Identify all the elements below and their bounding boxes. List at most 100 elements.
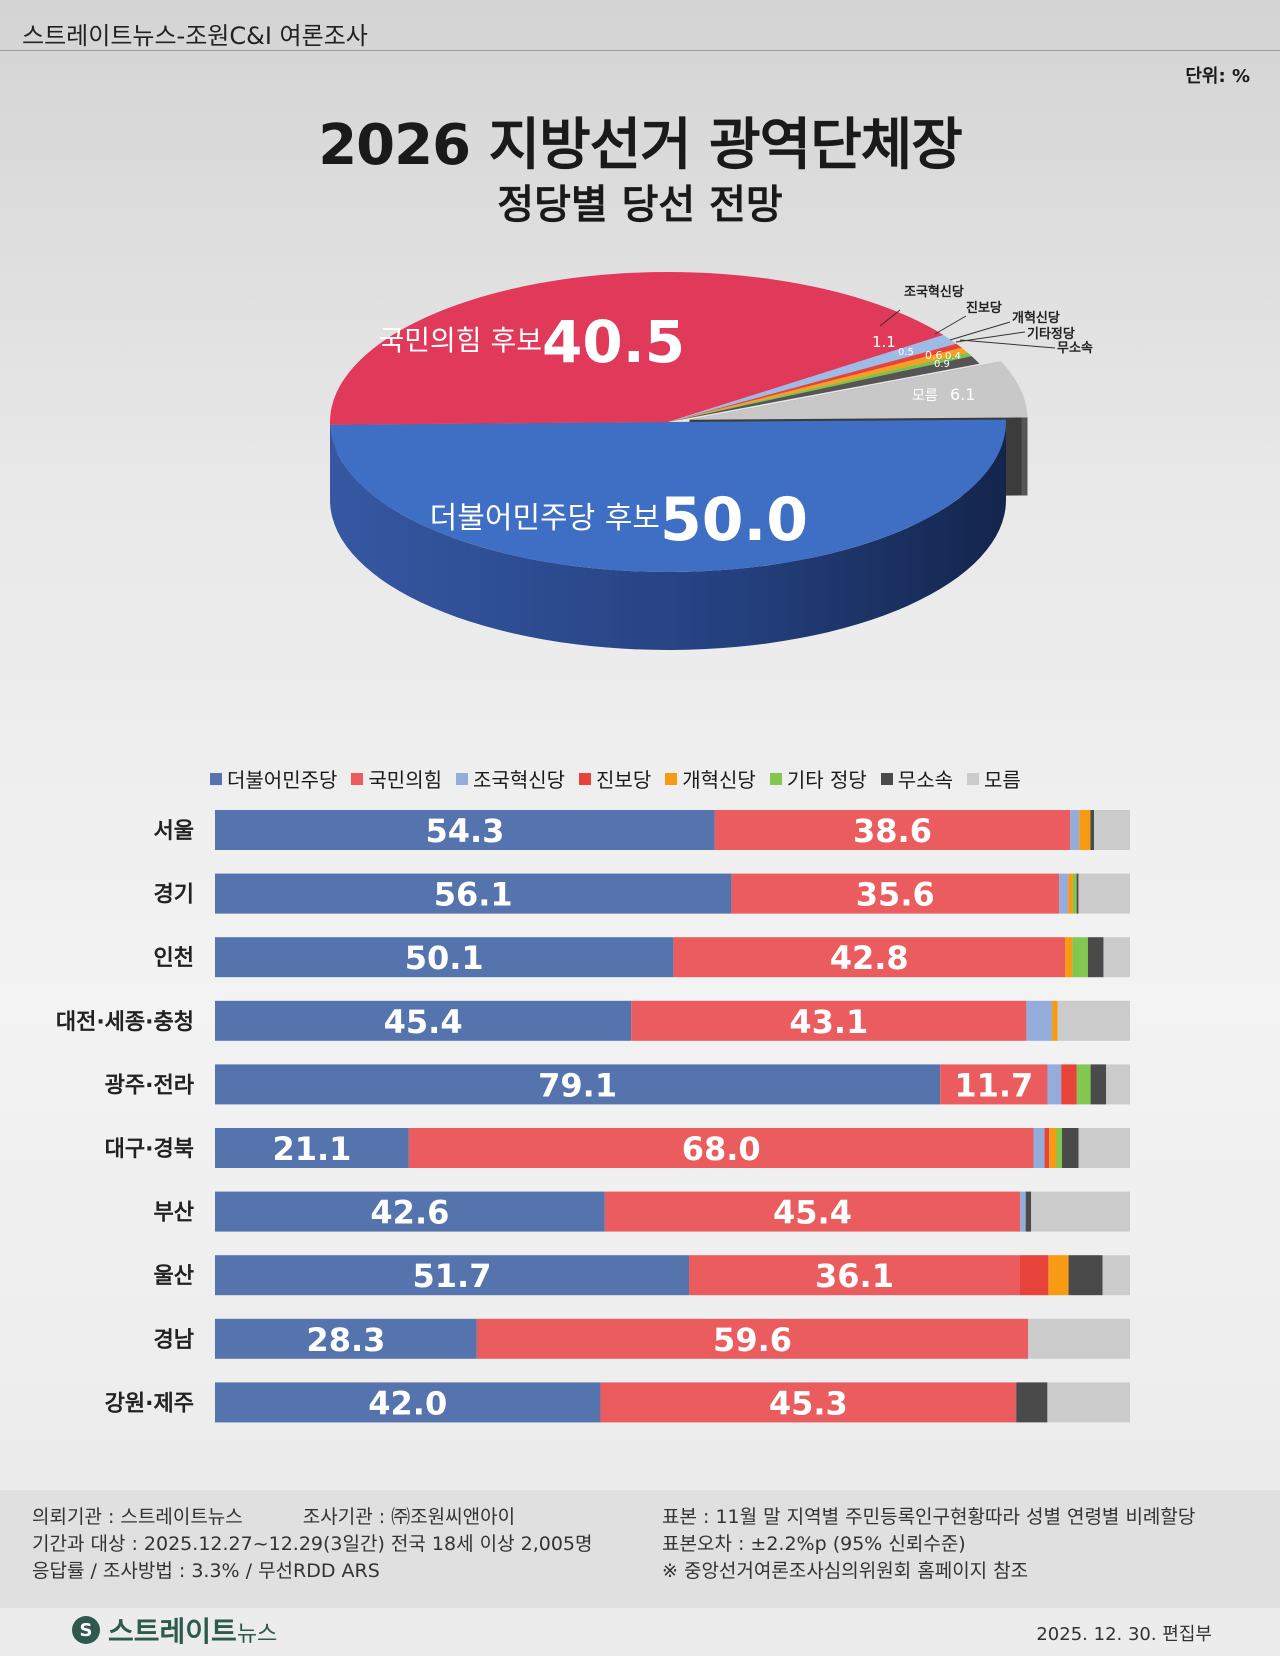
legend-label: 개혁신당 (682, 768, 756, 792)
pie-slice-7 (689, 361, 1028, 420)
legend-swatch (880, 772, 893, 785)
legend-swatch (967, 772, 979, 785)
footer-sample: 표본 : 11월 말 지역별 주민등록인구현황따라 성별 연령별 비례할당 (662, 1506, 1196, 1528)
legend-swatch (769, 772, 782, 785)
bar-segment (1020, 1191, 1026, 1232)
bar-segment (1033, 1128, 1045, 1168)
pie-label-dk-name: 모름 (912, 388, 938, 404)
chart-subtitle: 정당별 당선 전망 (497, 182, 783, 228)
bar-segment (215, 937, 674, 978)
pie-slice-0 (330, 419, 1006, 572)
bar-segment (1028, 1318, 1130, 1359)
logo-mark-icon: S (72, 1616, 100, 1644)
bar-segment (1056, 1128, 1063, 1168)
bar-segment (215, 1382, 601, 1423)
pie-label-ppp-name: 국민의힘 후보 (379, 324, 542, 357)
bar-value-label: 79.1 (538, 1066, 617, 1104)
footer-left: 의뢰기관 : 스트레이트뉴스 조사기관 : ㈜조원씨앤아이 기간과 대상 : 20… (32, 1504, 593, 1585)
top-bar: 스트레이트뉴스-조원C&I 여론조사 (0, 0, 1280, 51)
bar-rows: 54.3 38.6 56.1 35.6 50.1 42.8 45.4 43.1 79.1 11.7… (215, 810, 1130, 1423)
legend-item-1: 국민의힘 (351, 764, 442, 793)
bar-segment (600, 1382, 1017, 1423)
footer-client: 의뢰기관 : 스트레이트뉴스 (32, 1506, 243, 1528)
pie-label-ppp-value: 40.5 (542, 308, 685, 376)
bar-value-label: 21.1 (272, 1130, 351, 1168)
pie-slice-2 (668, 335, 957, 422)
bar-value-label: 28.3 (306, 1321, 385, 1359)
bar-value-label: 56.1 (434, 876, 513, 914)
bar-segment (1076, 1064, 1091, 1105)
bar-segment (1094, 810, 1130, 850)
bar-segment (1047, 1382, 1130, 1423)
pie-chart: 더불어민주당 후보 50.0 국민의힘 후보 40.5 1.1 0.5 0.6 … (330, 272, 1093, 651)
legend-label: 조국혁신당 (473, 768, 566, 792)
bar-value-label: 50.1 (405, 939, 484, 977)
bar-segment (1057, 1000, 1130, 1041)
pie-labels: 더불어민주당 후보 50.0 국민의힘 후보 40.5 1.1 0.5 0.6 … (379, 284, 1093, 555)
bar-value-label: 38.6 (853, 812, 932, 850)
bar-segment (215, 810, 715, 850)
footer-response: 응답률 / 조사방법 : 3.3% / 무선RDD ARS (32, 1560, 380, 1582)
category-label: 부산 (154, 1201, 194, 1226)
pie-callout-cho: 조국혁신당 (904, 284, 964, 300)
bar-segment (1044, 1128, 1050, 1168)
bar-segment (1016, 1382, 1048, 1423)
legend-label: 무소속 (897, 768, 953, 792)
legend-label: 모름 (984, 768, 1021, 792)
footer-error: 표본오차 : ±2.2%p (95% 신뢰수준) (662, 1533, 966, 1555)
legend-label: 기타 정당 (786, 768, 867, 792)
bar-value-label: 42.8 (830, 939, 909, 977)
footer-right: 표본 : 11월 말 지역별 주민등록인구현황따라 성별 연령별 비례할당 표본… (662, 1504, 1195, 1585)
chart-title: 2026 지방선거 광역단체장 (318, 113, 963, 178)
legend-swatch (456, 772, 469, 785)
bar-segment (1087, 937, 1104, 978)
category-label: 경남 (154, 1328, 194, 1353)
bar-segment (215, 1191, 605, 1232)
bar-segment (1103, 937, 1130, 978)
bar-value-label: 43.1 (789, 1003, 868, 1041)
bar-segment (631, 1000, 1027, 1041)
legend-item-2: 조국혁신당 (456, 764, 565, 793)
bar-segment (1062, 1128, 1079, 1168)
bar-segment (1076, 873, 1079, 914)
bar-segment (604, 1191, 1021, 1232)
bar-segment (1059, 873, 1069, 914)
bar-segment (1079, 810, 1091, 850)
bar-value-label: 54.3 (425, 812, 504, 850)
bar-segment (689, 1255, 1020, 1296)
pie-slice-3 (668, 343, 962, 422)
pie-callout-gae: 개혁신당 (1012, 310, 1060, 326)
pie-outer-wall (330, 422, 1006, 651)
bar-segment (1068, 1255, 1103, 1296)
bar-segment (1031, 1191, 1130, 1232)
bar-segment (215, 1000, 632, 1041)
footer-agency: 조사기관 : ㈜조원씨앤아이 (302, 1506, 516, 1528)
logo-text: 스트레이트뉴스 (108, 1615, 278, 1648)
bar-segment (1049, 1128, 1057, 1168)
category-label: 대구·경북 (105, 1137, 194, 1162)
bar-segment (1090, 810, 1095, 850)
legend-item-3: 진보당 (579, 764, 651, 793)
legend-swatch (665, 772, 678, 785)
category-label: 경기 (154, 883, 194, 908)
bar-segment (1065, 937, 1073, 978)
unit-label: 단위: % (1185, 66, 1250, 87)
footer-info: 의뢰기관 : 스트레이트뉴스 조사기관 : ㈜조원씨앤아이 기간과 대상 : 20… (0, 1490, 1280, 1608)
bar-value-label: 11.7 (954, 1066, 1033, 1104)
bar-segment (1090, 1064, 1107, 1105)
category-label: 인천 (154, 946, 194, 971)
footer-period: 기간과 대상 : 2025.12.27~12.29(3일간) 전국 18세 이상… (32, 1533, 593, 1555)
bar-segment (476, 1318, 1029, 1359)
pie-outer-wall (1021, 417, 1028, 496)
category-label: 서울 (154, 819, 194, 844)
footer-note: ※ 중앙선거여론조사심의위원회 홈페이지 참조 (662, 1560, 1029, 1582)
pie-label-cho-value: 1.1 (872, 333, 896, 351)
pie-label-ind-value: 0.9 (934, 359, 950, 370)
bar-legend: 더불어민주당 국민의힘 조국혁신당 진보당 개혁신당 기타 정당 무소속 모름 (210, 764, 1210, 793)
bar-segment (215, 1064, 941, 1105)
pie-callout-jin: 진보당 (966, 300, 1002, 316)
legend-item-5: 기타 정당 (769, 764, 867, 793)
bar-segment (215, 1318, 477, 1359)
